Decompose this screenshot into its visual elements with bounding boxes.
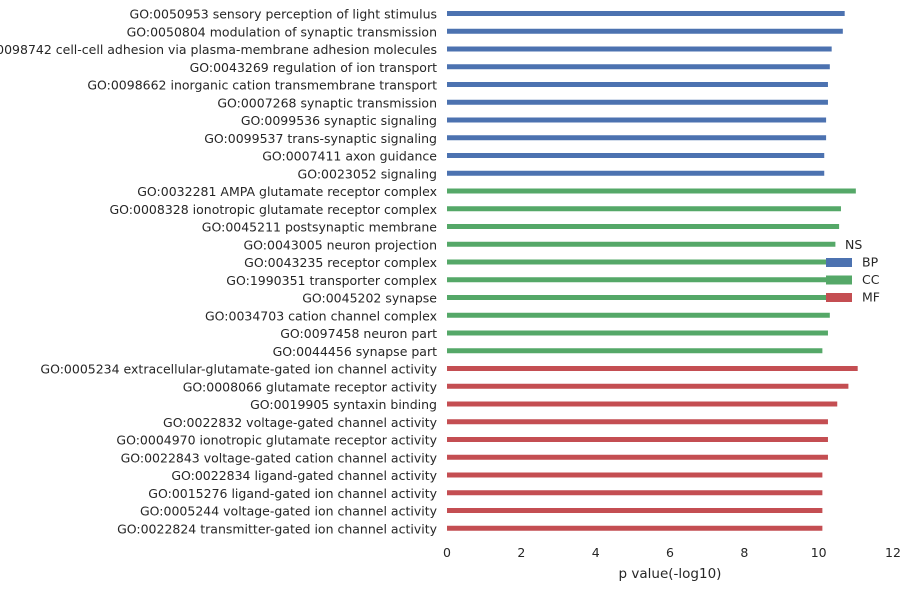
bar-cc-14 — [447, 259, 834, 265]
bar-cc-13 — [447, 241, 836, 247]
category-label: GO:0099537 trans-synaptic signaling — [204, 131, 437, 146]
bar-cc-16 — [447, 295, 832, 300]
bar-cc-11 — [447, 206, 841, 212]
category-label: GO:0023052 signaling — [298, 166, 437, 181]
category-label: GO:0044456 synapse part — [273, 344, 437, 359]
category-label: GO:0007411 axon guidance — [262, 149, 437, 164]
category-label: GO:0015276 ligand-gated ion channel acti… — [148, 486, 437, 501]
category-label: GO:0004970 ionotropic glutamate receptor… — [116, 433, 437, 448]
bar-bp-3 — [447, 64, 830, 70]
bar-mf-21 — [447, 383, 849, 389]
x-tick-label: 2 — [517, 545, 525, 560]
bar-cc-18 — [447, 330, 828, 336]
category-label: GO:0043269 regulation of ion transport — [190, 60, 438, 75]
bar-mf-28 — [447, 508, 823, 513]
x-tick-label: 4 — [592, 545, 600, 560]
bar-bp-8 — [447, 153, 825, 158]
category-label: GO:1990351 transporter complex — [226, 273, 437, 288]
bar-cc-19 — [447, 348, 823, 354]
x-tick-label: 10 — [811, 545, 827, 560]
bar-bp-4 — [447, 82, 828, 87]
bar-bp-7 — [447, 135, 827, 141]
category-label: GO:0050804 modulation of synaptic transm… — [127, 24, 437, 39]
bar-bp-5 — [447, 99, 828, 105]
category-label: GO:0098662 inorganic cation transmembran… — [87, 78, 437, 93]
bars-layer — [447, 11, 858, 531]
category-label: GO:0097458 neuron part — [280, 326, 437, 341]
category-labels-layer: GO:0050953 sensory perception of light s… — [0, 7, 438, 537]
legend-label-bp: BP — [862, 255, 879, 270]
legend-swatch-mf — [826, 293, 852, 302]
category-label: GO:0045202 synapse — [302, 291, 437, 306]
category-label: GO:0034703 cation channel complex — [205, 308, 437, 323]
x-tick-label: 6 — [666, 545, 674, 560]
bar-mf-20 — [447, 366, 858, 371]
bar-bp-0 — [447, 11, 845, 16]
category-label: GO:0019905 syntaxin binding — [250, 397, 437, 412]
bar-mf-23 — [447, 419, 828, 425]
legend: NS BP CC MF — [826, 237, 880, 305]
legend-label-cc: CC — [862, 272, 880, 287]
bar-bp-2 — [447, 46, 832, 52]
category-label: GO:0032281 AMPA glutamate receptor compl… — [137, 184, 437, 199]
category-label: GO:0043005 neuron projection — [243, 237, 437, 252]
bar-mf-24 — [447, 437, 828, 442]
x-tick-label: 8 — [740, 545, 748, 560]
category-label: GO:0050953 sensory perception of light s… — [130, 7, 437, 22]
x-tick-label: 0 — [443, 545, 451, 560]
category-label: GO:0005234 extracellular-glutamate-gated… — [40, 362, 437, 377]
bar-bp-1 — [447, 28, 843, 34]
bar-mf-27 — [447, 490, 823, 496]
bar-cc-12 — [447, 224, 840, 229]
bar-bp-9 — [447, 170, 825, 176]
category-label: GO:0022843 voltage-gated cation channel … — [121, 450, 438, 465]
category-label: GO:0022824 transmitter-gated ion channel… — [117, 521, 438, 536]
legend-swatch-bp — [826, 258, 852, 267]
legend-swatch-cc — [826, 275, 852, 285]
bar-mf-26 — [447, 472, 823, 478]
bar-mf-22 — [447, 401, 838, 407]
category-label: GO:0008328 ionotropic glutamate receptor… — [110, 202, 438, 217]
category-label: GO:0022832 voltage-gated channel activit… — [163, 415, 438, 430]
category-label: GO:0043235 receptor complex — [244, 255, 437, 270]
bar-cc-15 — [447, 277, 832, 283]
bar-cc-10 — [447, 188, 856, 194]
category-label: GO:0045211 postsynaptic membrane — [202, 220, 438, 235]
category-label: GO:0022834 ligand-gated channel activity — [171, 468, 437, 483]
category-label: GO:0098742 cell-cell adhesion via plasma… — [0, 42, 437, 57]
x-tick-label: 12 — [885, 545, 901, 560]
bar-bp-6 — [447, 117, 827, 123]
bar-mf-29 — [447, 525, 823, 531]
category-label: GO:0005244 voltage-gated ion channel act… — [140, 504, 438, 519]
category-label: GO:0008066 glutamate receptor activity — [183, 379, 438, 394]
legend-label-mf: MF — [862, 290, 880, 305]
x-axis-title: p value(-log10) — [619, 566, 722, 582]
x-axis: 0 2 4 6 8 10 12 — [443, 545, 901, 560]
bar-mf-25 — [447, 454, 828, 460]
category-label: GO:0099536 synaptic signaling — [241, 113, 437, 128]
legend-title: NS — [845, 237, 862, 252]
bar-cc-17 — [447, 312, 830, 318]
category-label: GO:0007268 synaptic transmission — [217, 95, 437, 110]
